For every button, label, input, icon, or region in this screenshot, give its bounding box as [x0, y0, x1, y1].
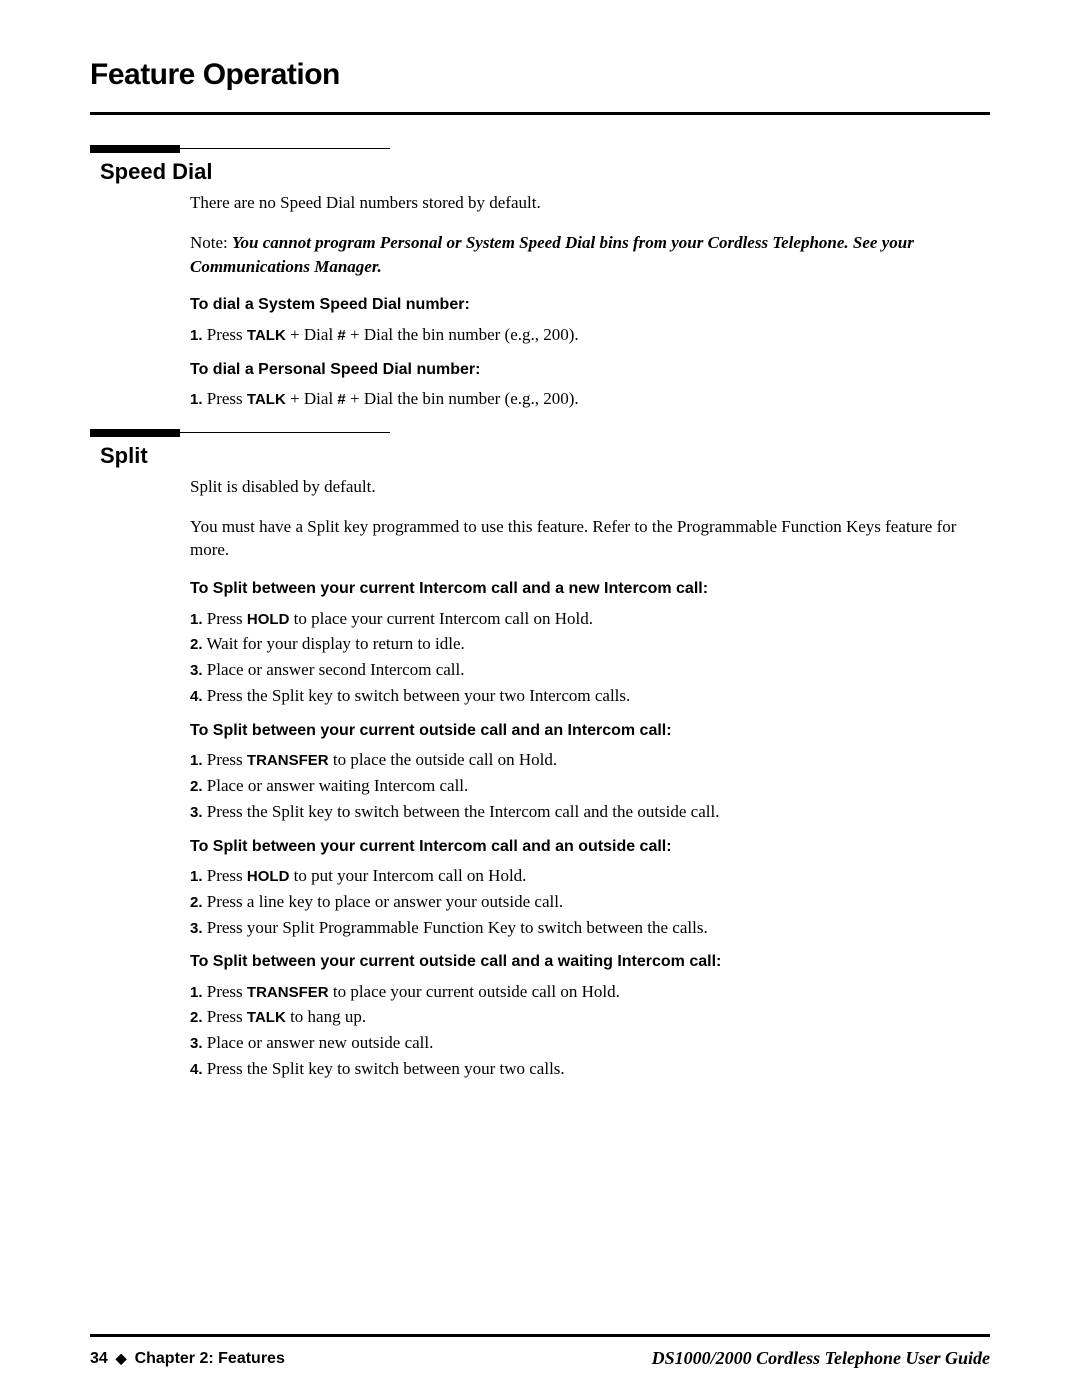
note-body: You cannot program Personal or System Sp…	[190, 233, 914, 276]
sub-heading-personal-speed-dial: To dial a Personal Speed Dial number:	[190, 359, 990, 381]
sub-heading-split-4: To Split between your current outside ca…	[190, 951, 990, 973]
section-heading-speed-dial: Speed Dial	[100, 159, 990, 185]
list-item: 2. Place or answer waiting Intercom call…	[190, 774, 990, 798]
section-heading-split: Split	[100, 443, 990, 469]
sub-heading-split-2: To Split between your current outside ca…	[190, 720, 990, 742]
list-item: 4. Press the Split key to switch between…	[190, 684, 990, 708]
footer-rule	[90, 1334, 990, 1337]
section-divider-speed-dial	[90, 145, 990, 153]
list-item: 1. Press HOLD to place your current Inte…	[190, 607, 990, 631]
list-item: 3. Press the Split key to switch between…	[190, 800, 990, 824]
list-item: 2. Press a line key to place or answer y…	[190, 890, 990, 914]
list-item: 2. Press TALK to hang up.	[190, 1005, 990, 1029]
guide-title: DS1000/2000 Cordless Telephone User Guid…	[652, 1348, 990, 1369]
steps-personal-speed-dial: 1. Press TALK + Dial # + Dial the bin nu…	[190, 387, 990, 411]
page-title: Feature Operation	[90, 58, 990, 92]
list-item: 1. Press TALK + Dial # + Dial the bin nu…	[190, 387, 990, 411]
sub-heading-split-3: To Split between your current Intercom c…	[190, 836, 990, 858]
sub-heading-split-1: To Split between your current Intercom c…	[190, 578, 990, 600]
steps-split-2: 1. Press TRANSFER to place the outside c…	[190, 748, 990, 823]
list-item: 4. Press the Split key to switch between…	[190, 1057, 990, 1081]
list-item: 1. Press TRANSFER to place your current …	[190, 980, 990, 1004]
list-item: 1. Press TRANSFER to place the outside c…	[190, 748, 990, 772]
top-rule	[90, 112, 990, 115]
footer-left: 34 ◆ Chapter 2: Features	[90, 1350, 285, 1368]
footer: 34 ◆ Chapter 2: Features DS1000/2000 Cor…	[90, 1348, 990, 1369]
steps-split-1: 1. Press HOLD to place your current Inte…	[190, 607, 990, 708]
split-intro-1: Split is disabled by default.	[190, 475, 990, 499]
steps-split-4: 1. Press TRANSFER to place your current …	[190, 980, 990, 1081]
list-item: 2. Wait for your display to return to id…	[190, 632, 990, 656]
steps-split-3: 1. Press HOLD to put your Intercom call …	[190, 864, 990, 939]
steps-system-speed-dial: 1. Press TALK + Dial # + Dial the bin nu…	[190, 323, 990, 347]
list-item: 3. Place or answer second Intercom call.	[190, 658, 990, 682]
diamond-icon: ◆	[116, 1350, 127, 1367]
speed-dial-intro: There are no Speed Dial numbers stored b…	[190, 191, 990, 215]
note-label: Note:	[190, 233, 232, 252]
section-divider-split	[90, 429, 990, 437]
split-intro-2: You must have a Split key programmed to …	[190, 515, 990, 563]
list-item: 1. Press TALK + Dial # + Dial the bin nu…	[190, 323, 990, 347]
speed-dial-note: Note: You cannot program Personal or Sys…	[190, 231, 990, 279]
list-item: 3. Place or answer new outside call.	[190, 1031, 990, 1055]
list-item: 3. Press your Split Programmable Functio…	[190, 916, 990, 940]
page-number: 34	[90, 1350, 108, 1368]
list-item: 1. Press HOLD to put your Intercom call …	[190, 864, 990, 888]
sub-heading-system-speed-dial: To dial a System Speed Dial number:	[190, 294, 990, 316]
chapter-label: Chapter 2: Features	[135, 1350, 285, 1368]
